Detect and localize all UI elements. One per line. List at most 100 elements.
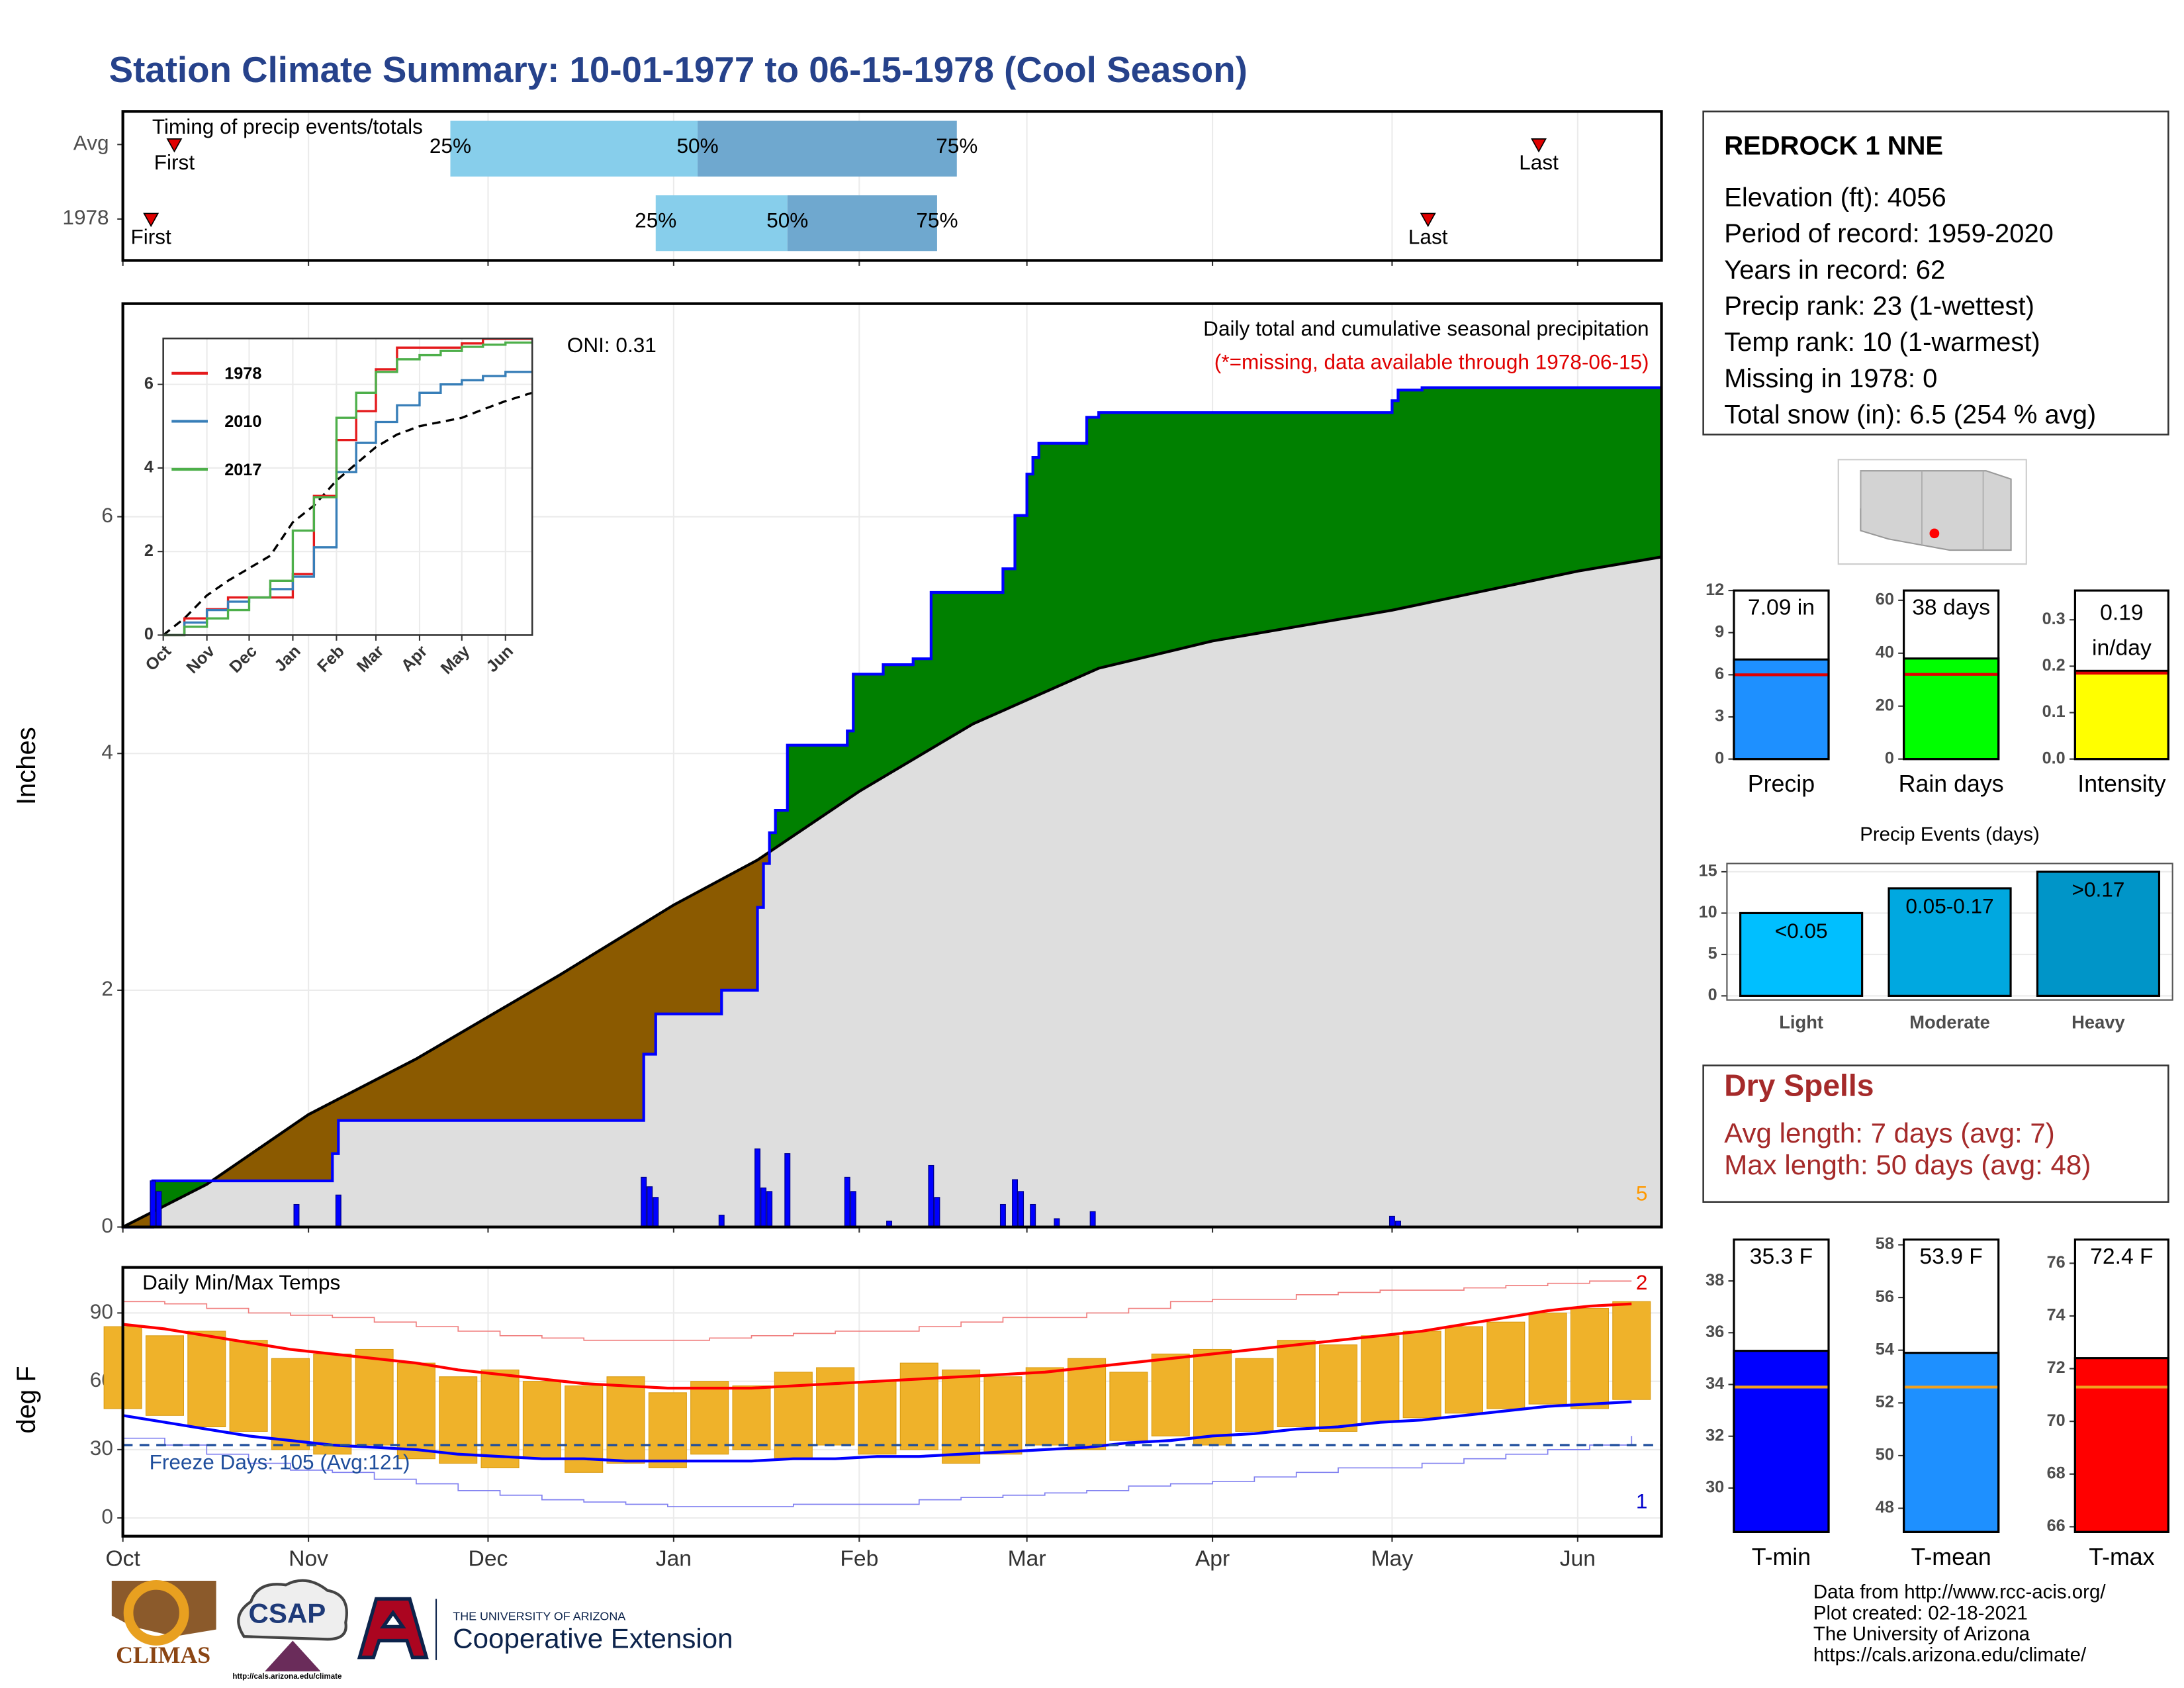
temp-bar	[1319, 1344, 1358, 1432]
y-tick-label: 3	[1715, 707, 1724, 726]
category-label: Precip	[1748, 771, 1815, 797]
quartile-bar-lower	[450, 120, 698, 177]
y-tick-label: 6	[1715, 665, 1724, 683]
y-tick-label: 30	[1706, 1478, 1724, 1497]
daily-bar	[1018, 1191, 1024, 1228]
daily-bar	[150, 1180, 156, 1228]
temp-bar	[858, 1381, 897, 1455]
temp-bar	[1277, 1340, 1316, 1428]
y-tick-label: 34	[1706, 1374, 1724, 1393]
y-tick-label: 0	[1715, 749, 1724, 767]
last-label: Last	[1519, 150, 1559, 174]
quartile-bar-upper	[698, 120, 957, 177]
y-tick-label: 0	[1885, 749, 1894, 767]
daily-bar	[1388, 1215, 1395, 1228]
bar	[1739, 912, 1864, 997]
station-line: Precip rank: 23 (1-wettest)	[1724, 292, 2034, 321]
daily-bar	[754, 1148, 761, 1228]
first-label: First	[154, 150, 195, 174]
y-tick-label: 90	[90, 1299, 113, 1323]
y-tick-label: 36	[1706, 1323, 1724, 1341]
daily-bar	[784, 1153, 791, 1228]
y-tick-label: 9	[1715, 622, 1724, 641]
y-tick-label: 0.1	[2042, 702, 2066, 721]
daily-bar	[850, 1191, 856, 1228]
freeze-label: Freeze Days: 105 (Avg:121)	[150, 1450, 410, 1474]
temp-bar	[522, 1381, 561, 1460]
daily-bar	[1089, 1211, 1096, 1228]
value-label: 35.3 F	[1750, 1244, 1813, 1269]
value-label: 38 days	[1912, 595, 1990, 620]
x-tick-label: May	[1371, 1546, 1414, 1571]
quartile-label: 75%	[936, 134, 978, 158]
average-line	[122, 555, 1662, 1229]
y-tick-label: 15	[1699, 862, 1717, 880]
temp-bar	[145, 1335, 184, 1416]
temp-bar	[606, 1376, 645, 1464]
daily-bar	[999, 1203, 1006, 1228]
quartile-bar-lower	[655, 195, 788, 252]
climas-text: CLIMAS	[116, 1642, 210, 1668]
series-line	[163, 341, 533, 637]
temp-bar	[271, 1358, 310, 1450]
temp-bar	[313, 1353, 352, 1455]
temp-bar	[816, 1367, 855, 1446]
ua-logo	[357, 1597, 429, 1660]
bar	[1888, 887, 2012, 997]
cumulative-line	[122, 386, 1662, 1229]
y-tick-label: 20	[1876, 696, 1894, 714]
daily-bar	[844, 1176, 850, 1228]
y-tick-label: 6	[144, 374, 154, 393]
temp-bar	[1444, 1326, 1484, 1414]
plot-frame	[2073, 589, 2169, 761]
quartile-label: 50%	[766, 208, 808, 232]
y-tick-label: 0	[101, 1213, 113, 1237]
last-marker	[1420, 212, 1436, 228]
temp-bar	[1528, 1312, 1567, 1405]
plot-frame	[121, 1266, 1663, 1538]
temp-bar	[732, 1385, 771, 1450]
map-state	[1860, 470, 2012, 551]
y-tick-label: 6	[101, 503, 113, 527]
last-label: Last	[1408, 225, 1448, 249]
y-tick-label: 74	[2047, 1306, 2066, 1325]
y-tick-label: 38	[1706, 1271, 1724, 1289]
daily-bar	[1012, 1179, 1019, 1228]
station-line: Elevation (ft): 4056	[1724, 183, 1946, 212]
y-tick-label: 72	[2047, 1358, 2066, 1377]
y-tick-label: 0.3	[2042, 610, 2066, 628]
daily-bar	[641, 1176, 647, 1228]
category-label: T-min	[1752, 1544, 1811, 1570]
y-tick-label: 76	[2047, 1253, 2066, 1272]
x-tick-label: Dec	[469, 1546, 508, 1571]
value-label: 53.9 F	[1919, 1244, 1982, 1269]
csap-url: http://cals.arizona.edu/climate	[232, 1673, 342, 1681]
page-title: Station Climate Summary: 10-01-1977 to 0…	[109, 49, 1248, 90]
x-tick-label: Jun	[1560, 1546, 1596, 1571]
temp-bar	[1193, 1348, 1232, 1446]
first-label: First	[130, 225, 171, 249]
x-tick-label: Jan	[656, 1546, 692, 1571]
y-axis-label: Inches	[12, 727, 41, 805]
row-label: Avg	[73, 131, 109, 155]
temp-bar	[942, 1369, 981, 1464]
daily-bar	[766, 1191, 773, 1228]
daily-bar	[760, 1187, 767, 1228]
y-tick-label: 58	[1876, 1235, 1894, 1253]
legend-label: 2017	[224, 461, 261, 479]
y-tick-label: 56	[1876, 1288, 1894, 1306]
plot-frame	[1903, 1238, 2000, 1533]
ua-line2: Cooperative Extension	[453, 1623, 733, 1654]
quartile-label: 25%	[635, 208, 676, 232]
bin-label: >0.17	[2072, 878, 2125, 902]
temp-bar	[648, 1392, 687, 1468]
temp-bar	[480, 1369, 520, 1468]
bar	[2073, 669, 2169, 761]
bar	[2073, 1357, 2169, 1533]
temp-bar	[1109, 1372, 1148, 1441]
oni-label: ONI: 0.31	[567, 333, 657, 357]
plot-frame	[1733, 589, 1830, 761]
daily-bar	[647, 1186, 653, 1228]
category-label: Light	[1779, 1012, 1823, 1033]
